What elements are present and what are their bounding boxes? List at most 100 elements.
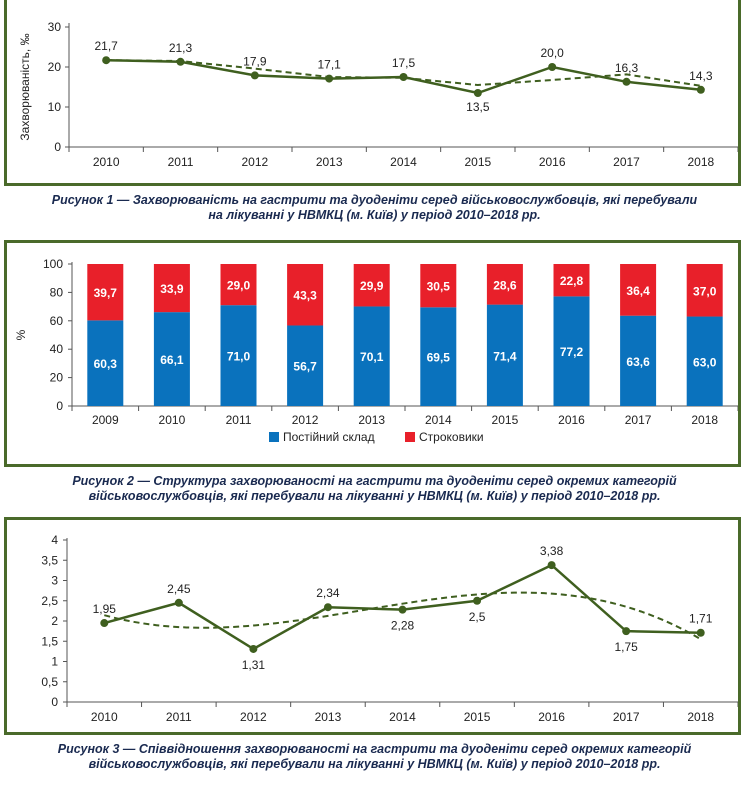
x-tick-label: 2016 <box>538 710 565 724</box>
bar-permanent <box>553 296 590 406</box>
bar-permanent <box>686 316 723 406</box>
bar-permanent <box>153 312 190 406</box>
legend-label-conscripts: Строковики <box>419 430 484 444</box>
bar-label-permanent: 69,5 <box>427 351 451 365</box>
y-tick-label: 1,5 <box>41 634 58 648</box>
bar-conscripts <box>486 264 523 305</box>
data-point <box>622 77 631 86</box>
bar-conscripts <box>553 264 590 297</box>
data-point <box>696 628 705 637</box>
bar-conscripts <box>287 264 324 326</box>
bar-permanent <box>620 315 657 406</box>
bar-label-conscripts: 29,0 <box>227 279 251 293</box>
y-tick-label: 20 <box>50 371 64 385</box>
x-tick-label: 2017 <box>613 710 640 724</box>
y-tick-label: 60 <box>50 314 64 328</box>
y-tick-label: 100 <box>43 257 63 271</box>
legend-swatch-permanent <box>269 432 279 442</box>
bar-permanent <box>87 320 124 406</box>
bar-permanent <box>220 305 257 406</box>
data-label: 1,95 <box>93 602 117 616</box>
data-point <box>325 74 334 83</box>
bar-label-conscripts: 36,4 <box>626 284 650 298</box>
x-tick-label: 2009 <box>92 413 119 427</box>
bar-conscripts <box>87 264 124 321</box>
x-tick-label: 2018 <box>691 413 718 427</box>
data-label: 14,3 <box>689 69 713 83</box>
data-point <box>473 89 482 97</box>
figure-1-caption: Рисунок 1 — Захворюваність на гастрити т… <box>0 193 749 223</box>
bar-label-permanent: 71,4 <box>493 349 517 363</box>
data-label: 13,5 <box>466 100 490 114</box>
bar-conscripts <box>153 264 190 313</box>
data-point <box>250 71 259 80</box>
data-label: 20,0 <box>540 46 564 60</box>
x-tick-label: 2015 <box>492 413 519 427</box>
bar-label-conscripts: 43,3 <box>293 289 317 303</box>
data-label: 17,9 <box>243 54 267 68</box>
bar-permanent <box>287 325 324 406</box>
data-point <box>696 85 705 94</box>
bar-conscripts <box>420 264 457 308</box>
figure-2-frame: 0 20 40 60 80 100% 60,3 39,7 2009 66,1 33,9 2010 71,… <box>4 240 741 467</box>
y-tick-label: 0 <box>51 695 58 709</box>
data-label: 1,75 <box>614 640 638 654</box>
figure-1-chart: 0 10 20 30 2010 2011 2012 2013 2014 2015 2016 2017 2… <box>18 20 738 169</box>
data-point <box>622 627 631 636</box>
data-point <box>174 598 183 607</box>
y-tick-label: 30 <box>48 20 62 34</box>
y-tick-label: 0 <box>56 399 63 413</box>
bar-label-conscripts: 33,9 <box>160 282 184 296</box>
bar-label-permanent: 63,6 <box>626 355 650 369</box>
bar-label-permanent: 66,1 <box>160 353 184 367</box>
x-tick-label: 2010 <box>91 710 118 724</box>
x-tick-label: 2011 <box>168 155 194 169</box>
y-tick-label: 2 <box>51 614 58 628</box>
y-axis-title: Захворюваність, ‰ <box>18 33 32 140</box>
x-tick-label: 2014 <box>425 413 452 427</box>
legend-label-permanent: Постійний склад <box>283 430 375 444</box>
figure-1-caption-line-2: на лікуванні у НВМКЦ (м. Київ) у період … <box>208 208 541 222</box>
figure-3-caption-line-2: військовослужбовців, які перебували на л… <box>88 757 661 771</box>
figure-2-caption-line-1: Рисунок 2 — Структура захворюваності на … <box>72 474 677 488</box>
y-tick-label: 3 <box>51 574 58 588</box>
figure-2-caption: Рисунок 2 — Структура захворюваності на … <box>0 474 749 504</box>
data-point <box>398 605 407 614</box>
bar-label-permanent: 71,0 <box>227 350 251 364</box>
figure-3-caption: Рисунок 3 — Співвідношення захворюваност… <box>0 742 749 772</box>
x-tick-label: 2013 <box>315 710 342 724</box>
bar-label-conscripts: 30,5 <box>427 280 451 294</box>
data-label: 2,28 <box>391 619 415 633</box>
bar-label-conscripts: 29,9 <box>360 279 384 293</box>
data-label: 3,38 <box>540 544 564 558</box>
y-tick-label: 4 <box>51 533 58 547</box>
data-label: 2,45 <box>167 582 191 596</box>
data-point <box>548 63 557 71</box>
y-tick-label: 80 <box>50 285 64 299</box>
x-tick-label: 2018 <box>687 710 714 724</box>
x-tick-label: 2016 <box>539 155 566 169</box>
data-label: 17,5 <box>392 56 416 70</box>
figure-1-frame: 0 10 20 30 2010 2011 2012 2013 2014 2015 2016 2017 2… <box>4 0 741 186</box>
bar-label-permanent: 63,0 <box>693 355 717 369</box>
y-tick-label: 40 <box>50 342 64 356</box>
data-label: 17,1 <box>317 58 341 72</box>
y-tick-label: 0 <box>54 140 61 154</box>
data-point <box>399 73 408 81</box>
x-tick-label: 2017 <box>625 413 652 427</box>
data-label: 2,5 <box>469 610 486 624</box>
x-tick-label: 2013 <box>358 413 385 427</box>
y-tick-label: 20 <box>48 60 62 74</box>
x-tick-label: 2011 <box>166 710 192 724</box>
bar-label-conscripts: 37,0 <box>693 284 717 298</box>
bar-label-conscripts: 22,8 <box>560 274 584 288</box>
bar-permanent <box>353 306 390 406</box>
x-tick-label: 2010 <box>93 155 120 169</box>
bar-permanent <box>486 304 523 406</box>
x-tick-label: 2018 <box>687 155 714 169</box>
bar-conscripts <box>220 264 257 306</box>
figure-3-caption-line-1: Рисунок 3 — Співвідношення захворюваност… <box>57 742 692 756</box>
bar-conscripts <box>353 264 390 307</box>
legend-swatch-conscripts <box>405 432 415 442</box>
bar-label-permanent: 60,3 <box>94 357 118 371</box>
